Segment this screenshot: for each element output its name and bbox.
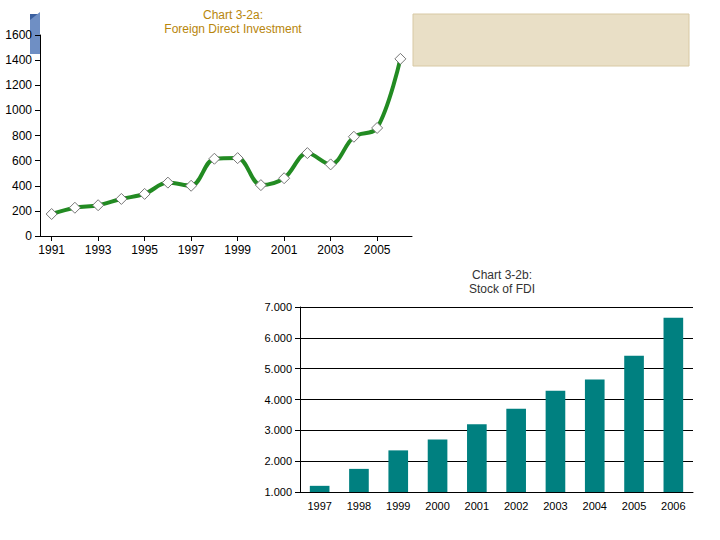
svg-text:1000: 1000: [5, 103, 32, 117]
svg-text:2003: 2003: [317, 243, 344, 257]
svg-text:Stock of FDI: Stock of FDI: [469, 282, 535, 296]
svg-text:2004: 2004: [583, 500, 607, 512]
svg-text:2006: 2006: [661, 500, 685, 512]
svg-text:2000: 2000: [425, 500, 449, 512]
svg-text:2002: 2002: [504, 500, 528, 512]
svg-text:2001: 2001: [271, 243, 298, 257]
svg-text:3.000: 3.000: [264, 424, 292, 436]
svg-text:Chart 3-2b:: Chart 3-2b:: [472, 268, 532, 282]
svg-text:5.000: 5.000: [264, 363, 292, 375]
svg-text:Foreign Direct Investment: Foreign Direct Investment: [164, 22, 302, 36]
svg-text:0: 0: [25, 229, 32, 243]
svg-text:600: 600: [12, 154, 32, 168]
svg-text:1995: 1995: [131, 243, 158, 257]
svg-text:2.000: 2.000: [264, 455, 292, 467]
svg-text:1997: 1997: [178, 243, 205, 257]
svg-text:200: 200: [12, 204, 32, 218]
svg-text:6.000: 6.000: [264, 332, 292, 344]
svg-text:2005: 2005: [622, 500, 646, 512]
svg-text:1400: 1400: [5, 53, 32, 67]
svg-text:1993: 1993: [85, 243, 112, 257]
svg-text:7.000: 7.000: [264, 301, 292, 313]
svg-text:1999: 1999: [224, 243, 251, 257]
svg-text:4.000: 4.000: [264, 394, 292, 406]
svg-text:1999: 1999: [386, 500, 410, 512]
svg-text:1200: 1200: [5, 78, 32, 92]
svg-text:1997: 1997: [307, 500, 331, 512]
svg-text:800: 800: [12, 129, 32, 143]
svg-text:2003: 2003: [543, 500, 567, 512]
svg-text:1991: 1991: [38, 243, 65, 257]
svg-text:1.000: 1.000: [264, 486, 292, 498]
svg-text:1998: 1998: [347, 500, 371, 512]
svg-text:400: 400: [12, 179, 32, 193]
svg-text:Chart 3-2a:: Chart 3-2a:: [203, 8, 263, 22]
svg-text:2005: 2005: [364, 243, 391, 257]
svg-text:2001: 2001: [465, 500, 489, 512]
svg-text:1600: 1600: [5, 28, 32, 42]
